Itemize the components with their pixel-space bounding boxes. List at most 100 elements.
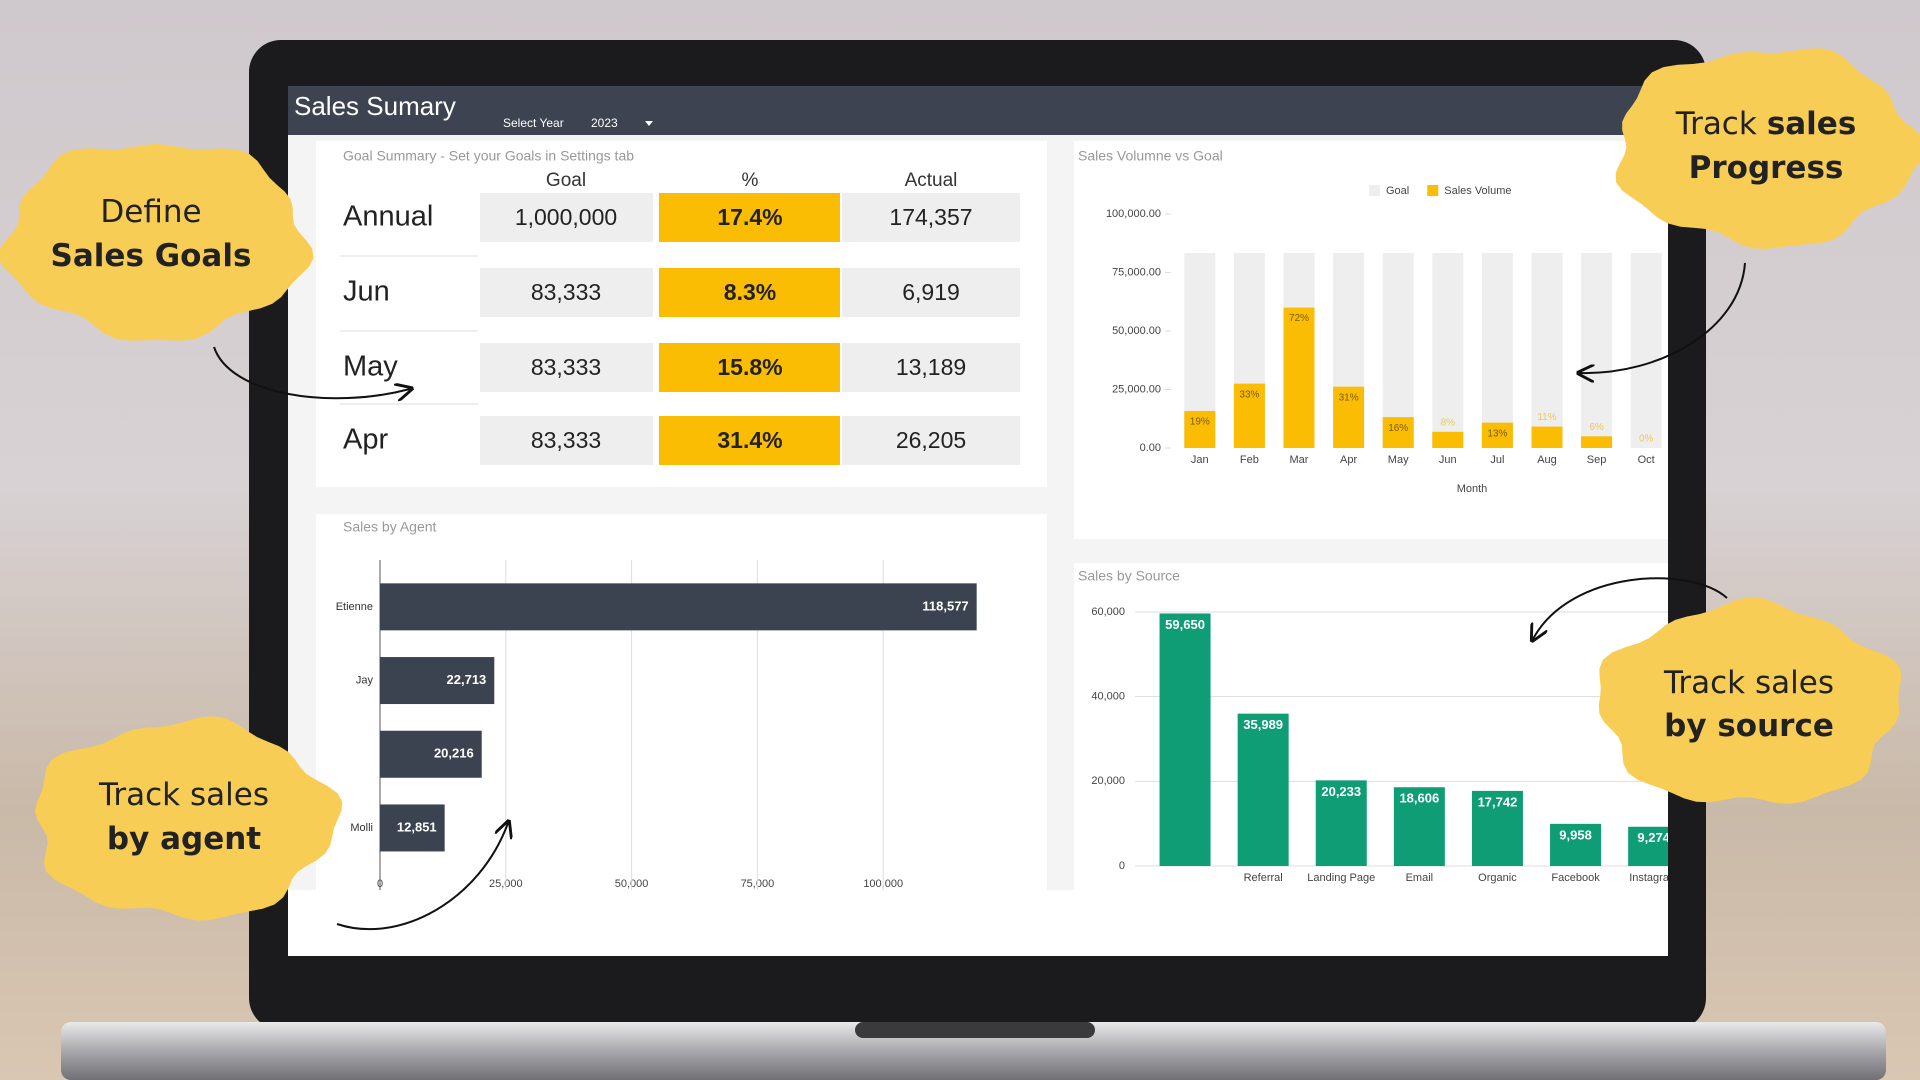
- y-tick-label: 25,000.00: [1112, 383, 1161, 395]
- callouts: Define Sales Goals Track sales Progress Track…: [0, 48, 1920, 921]
- laptop-notch: [855, 1022, 1095, 1038]
- x-tick-label: Instagram: [1629, 872, 1678, 884]
- data-label: 118,577: [922, 598, 968, 613]
- bar: [1382, 417, 1414, 448]
- bar: [1237, 713, 1289, 866]
- y-tick-label: 40,000: [1091, 691, 1125, 703]
- callout-text: Track sales: [1663, 665, 1834, 701]
- bar: [1481, 253, 1513, 448]
- table-cell: [842, 343, 1020, 392]
- value-cell: 1,000,000: [515, 204, 617, 230]
- data-label: 31%: [1339, 392, 1359, 403]
- callout-blob: [1598, 597, 1902, 804]
- y-tick-label: Jay: [356, 674, 374, 686]
- x-tick-label: Referral: [1244, 872, 1283, 884]
- arrow: [213, 346, 410, 398]
- select-label: Select Year: [503, 116, 564, 130]
- value-cell: 83,333: [531, 354, 601, 380]
- table-cell: [480, 416, 653, 465]
- bar: [380, 583, 977, 631]
- data-label: 6%: [1589, 422, 1604, 433]
- callout-text: Sales Goals: [51, 238, 252, 274]
- data-label: 11%: [1537, 412, 1556, 423]
- callout-part: Track: [1675, 106, 1757, 142]
- x-tick-label: Mar: [1290, 454, 1309, 466]
- value-cell: 13,189: [896, 354, 966, 380]
- table-cell: [842, 268, 1020, 317]
- bar: [1184, 410, 1216, 448]
- percent-cell: 15.8%: [717, 354, 782, 380]
- header-title: Sales Sumary: [294, 91, 456, 121]
- table-cell: [480, 343, 653, 392]
- legend-swatch: [1427, 185, 1439, 196]
- data-label: 16%: [1388, 423, 1408, 434]
- laptop-base: [61, 1022, 1886, 1080]
- bar: [1159, 613, 1211, 866]
- data-label: 33%: [1239, 389, 1259, 400]
- y-tick-label: 75,000.00: [1112, 266, 1161, 278]
- y-tick-label: Molli: [350, 822, 373, 834]
- callout-part: by source: [1664, 708, 1834, 744]
- dropdown-arrow[interactable]: [645, 121, 653, 126]
- arrow: [336, 823, 508, 931]
- callout-part: Progress: [1689, 150, 1844, 186]
- bar: [1581, 253, 1613, 448]
- data-label: 13%: [1487, 428, 1507, 439]
- arrows: [213, 262, 1746, 931]
- table-cell: [659, 416, 840, 465]
- callout-blob: [0, 144, 314, 341]
- table-cell: [659, 193, 840, 242]
- data-label: 59,650: [1165, 617, 1205, 632]
- table-cell: [659, 268, 840, 317]
- percent-cell: 8.3%: [724, 279, 776, 305]
- bar: [1432, 253, 1464, 448]
- select-value[interactable]: 2023: [591, 116, 618, 130]
- data-label: 22,713: [447, 672, 487, 687]
- bar: [1581, 436, 1613, 448]
- dashboard: Goal Summary - Set your Goals in Setting…: [336, 148, 1678, 890]
- callout-blob: [1615, 48, 1920, 249]
- callout-text: Track sales: [1675, 106, 1857, 142]
- x-tick-label: Feb: [1240, 454, 1259, 466]
- callout-part: Track sales: [98, 777, 269, 813]
- column-header: Goal: [546, 170, 586, 191]
- callout-text: by agent: [107, 821, 261, 857]
- bar: [1393, 787, 1445, 866]
- data-label: 20,216: [434, 746, 474, 761]
- callout-text: by source: [1664, 708, 1834, 744]
- callout-text: Progress: [1689, 150, 1844, 186]
- bar: [1471, 790, 1523, 866]
- y-tick-label: Etienne: [336, 601, 373, 613]
- y-tick-label: 100,000.00: [1106, 208, 1161, 220]
- legend-label: Sales Volume: [1444, 185, 1511, 197]
- table-cell: [842, 416, 1020, 465]
- data-label: 9,958: [1559, 827, 1592, 842]
- bar: [1531, 426, 1563, 448]
- x-tick-label: Aug: [1537, 454, 1557, 466]
- bar: [1233, 383, 1265, 448]
- panel: [1074, 141, 1668, 539]
- x-tick-label: Jan: [1191, 454, 1209, 466]
- percent-cell: 17.4%: [717, 204, 782, 230]
- table-cell: [659, 343, 840, 392]
- y-tick-label: 20,000: [1091, 775, 1125, 787]
- data-label: 9,274: [1637, 830, 1670, 845]
- x-tick-label: Facebook: [1551, 872, 1600, 884]
- bar: [380, 657, 495, 705]
- legend-swatch: [1369, 185, 1380, 196]
- value-cell: 174,357: [889, 204, 972, 230]
- screen-footer: [288, 890, 1668, 956]
- bar: [1315, 780, 1367, 866]
- x-tick-label: May: [1388, 454, 1409, 466]
- data-label: 72%: [1289, 313, 1309, 324]
- row-label: May: [343, 351, 398, 383]
- legend-label: Goal: [1386, 185, 1409, 197]
- callout-part: by agent: [107, 821, 261, 857]
- x-tick-label: Jul: [1490, 454, 1504, 466]
- data-label: 20,233: [1321, 784, 1361, 799]
- value-cell: 26,205: [896, 427, 966, 453]
- bar: [380, 804, 445, 852]
- y-tick-label: 0: [1119, 860, 1125, 872]
- x-tick-label: Apr: [1340, 454, 1357, 466]
